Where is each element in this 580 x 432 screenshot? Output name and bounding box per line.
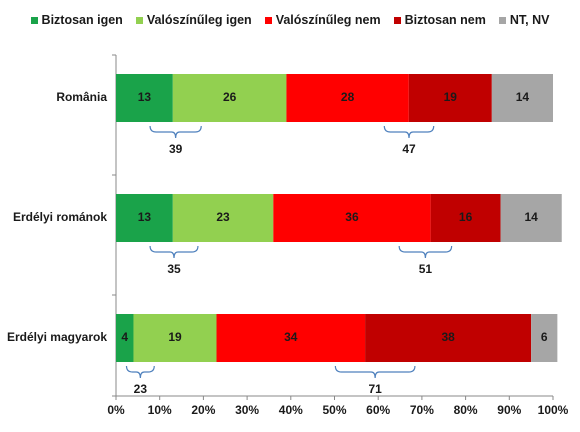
- legend-item-biztosan-igen: Biztosan igen: [30, 13, 123, 27]
- legend-swatch-valoszinuleg-nem: [264, 16, 272, 24]
- bar-value-label: 14: [516, 90, 530, 104]
- category-label: Erdélyi magyarok: [7, 330, 107, 344]
- bar-value-label: 13: [138, 90, 152, 104]
- legend-label-nt-nv: NT, NV: [509, 13, 550, 27]
- category-label: România: [56, 90, 107, 104]
- bar-value-label: 19: [168, 330, 182, 344]
- bar-value-label: 34: [284, 330, 298, 344]
- legend-label-valoszinuleg-nem: Valószínűleg nem: [275, 13, 381, 27]
- legend-swatch-biztosan-nem: [393, 16, 401, 24]
- x-tick-label: 100%: [538, 403, 569, 417]
- bar-segment: [116, 314, 134, 362]
- no-total-label: 51: [419, 262, 433, 276]
- bar-value-label: 38: [441, 330, 455, 344]
- bar-segment: [365, 314, 532, 362]
- bar-segment: [116, 74, 173, 122]
- x-tick-label: 60%: [366, 403, 390, 417]
- chart-legend: Biztosan igen Valószínűleg igen Valószín…: [0, 10, 580, 30]
- bar-segment: [172, 74, 287, 122]
- bar-segment: [491, 74, 553, 122]
- bar-value-label: 23: [216, 210, 230, 224]
- bar-segment: [172, 194, 274, 242]
- yes-total-label: 35: [167, 262, 181, 276]
- bar-value-label: 19: [444, 90, 458, 104]
- bar-segment: [408, 74, 492, 122]
- bar-segment: [116, 194, 173, 242]
- bar-value-label: 14: [524, 210, 538, 224]
- x-tick-label: 70%: [410, 403, 434, 417]
- yes-total-label: 23: [134, 382, 148, 396]
- bar-value-label: 26: [223, 90, 237, 104]
- bar-segment: [133, 314, 217, 362]
- no-total-label: 47: [402, 142, 416, 156]
- bar-value-label: 4: [121, 330, 128, 344]
- legend-label-valoszinuleg-igen: Valószínűleg igen: [146, 13, 252, 27]
- yes-total-label: 39: [169, 142, 183, 156]
- bar-segment: [216, 314, 366, 362]
- legend-swatch-nt-nv: [498, 16, 506, 24]
- bar-value-label: 13: [138, 210, 152, 224]
- yes-total-brace: [149, 245, 199, 259]
- bar-value-label: 16: [459, 210, 473, 224]
- no-total-brace: [383, 125, 435, 139]
- no-total-label: 71: [368, 382, 382, 396]
- bar-value-label: 6: [541, 330, 548, 344]
- x-tick-label: 0%: [107, 403, 125, 417]
- bar-value-label: 36: [345, 210, 359, 224]
- x-tick-label: 80%: [454, 403, 478, 417]
- no-total-brace: [334, 365, 416, 379]
- bar-segment: [286, 74, 409, 122]
- legend-swatch-valoszinuleg-igen: [135, 16, 143, 24]
- legend-swatch-biztosan-igen: [30, 16, 38, 24]
- legend-label-biztosan-nem: Biztosan nem: [404, 13, 486, 27]
- x-tick-label: 50%: [322, 403, 346, 417]
- x-tick-label: 40%: [279, 403, 303, 417]
- bar-value-label: 28: [341, 90, 355, 104]
- x-tick-label: 30%: [235, 403, 259, 417]
- bar-segment: [531, 314, 558, 362]
- bar-segment: [500, 194, 562, 242]
- bar-segment: [273, 194, 431, 242]
- bar-segment: [430, 194, 501, 242]
- legend-item-biztosan-nem: Biztosan nem: [393, 13, 486, 27]
- category-label: Erdélyi románok: [13, 210, 107, 224]
- yes-total-brace: [149, 125, 202, 139]
- legend-item-nt-nv: NT, NV: [498, 13, 550, 27]
- legend-label-biztosan-igen: Biztosan igen: [41, 13, 123, 27]
- x-tick-label: 10%: [148, 403, 172, 417]
- legend-item-valoszinuleg-nem: Valószínűleg nem: [264, 13, 381, 27]
- x-tick-label: 90%: [497, 403, 521, 417]
- legend-item-valoszinuleg-igen: Valószínűleg igen: [135, 13, 252, 27]
- x-tick-label: 20%: [191, 403, 215, 417]
- no-total-brace: [398, 245, 453, 259]
- yes-total-brace: [125, 365, 155, 379]
